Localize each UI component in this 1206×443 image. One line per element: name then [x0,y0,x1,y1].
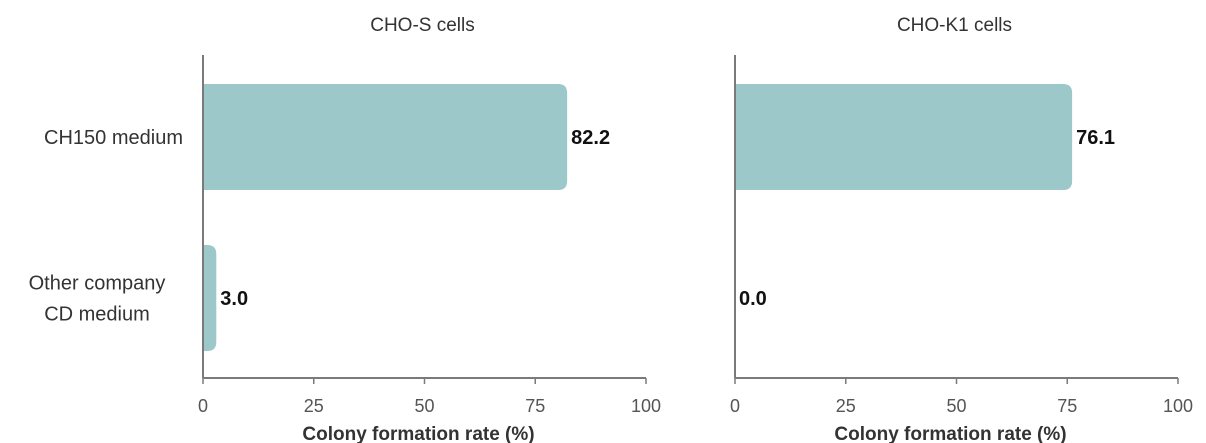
category-label-line: CH150 medium [44,127,183,149]
x-tick-label: 0 [730,396,740,416]
bar [735,84,1073,190]
x-tick-label: 50 [414,396,434,416]
data-label: 0.0 [739,288,767,310]
data-label: 76.1 [1076,127,1115,149]
x-tick-label: 75 [525,396,545,416]
x-tick-label: 0 [198,396,208,416]
x-axis-title: Colony formation rate (%) [302,424,534,443]
x-tick-label: 25 [304,396,324,416]
bar [203,245,217,351]
category-label-line: CD medium [44,304,150,326]
panel-title: CHO-K1 cells [897,15,1012,36]
panel-cho-s: CHO-S cells 82.2 3.0 0 25 50 75 100 Colony forma… [198,15,661,443]
x-axis-title: Colony formation rate (%) [834,424,1066,443]
category-labels: CH150 medium Other company CD medium [29,127,183,326]
category-label: CH150 medium [44,127,183,149]
panel-title: CHO-S cells [370,15,475,36]
category-label-line: Other company [29,273,166,295]
x-tick-label: 75 [1057,396,1077,416]
x-tick-label: 25 [836,396,856,416]
x-tick-label: 100 [631,396,661,416]
bar [203,84,568,190]
data-label: 82.2 [571,127,610,149]
panel-cho-k1: CHO-K1 cells 76.1 0.0 0 25 50 75 100 Colony form… [730,15,1193,443]
category-label: Other company CD medium [29,273,166,326]
data-label: 3.0 [220,288,248,310]
x-tick-label: 50 [946,396,966,416]
x-tick-label: 100 [1163,396,1193,416]
